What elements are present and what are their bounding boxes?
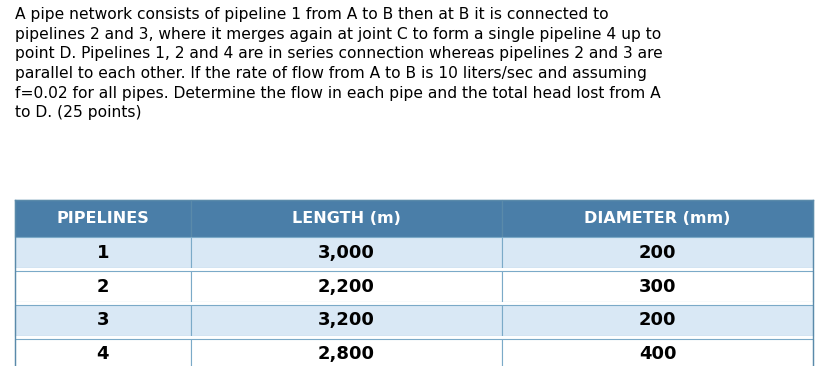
Text: 2: 2 bbox=[96, 277, 109, 296]
FancyBboxPatch shape bbox=[190, 271, 501, 302]
Text: 200: 200 bbox=[638, 311, 676, 329]
Text: 2,200: 2,200 bbox=[318, 277, 374, 296]
FancyBboxPatch shape bbox=[501, 302, 812, 305]
FancyBboxPatch shape bbox=[15, 271, 190, 302]
FancyBboxPatch shape bbox=[15, 200, 190, 237]
FancyBboxPatch shape bbox=[501, 305, 812, 336]
FancyBboxPatch shape bbox=[501, 271, 812, 302]
FancyBboxPatch shape bbox=[501, 200, 812, 237]
Text: LENGTH (m): LENGTH (m) bbox=[291, 211, 400, 226]
FancyBboxPatch shape bbox=[190, 237, 501, 268]
Text: 3,200: 3,200 bbox=[318, 311, 374, 329]
FancyBboxPatch shape bbox=[15, 336, 190, 339]
FancyBboxPatch shape bbox=[15, 237, 190, 268]
FancyBboxPatch shape bbox=[501, 336, 812, 339]
Text: PIPELINES: PIPELINES bbox=[56, 211, 149, 226]
Text: 3: 3 bbox=[96, 311, 109, 329]
Text: A pipe network consists of pipeline 1 from A to B then at B it is connected to
p: A pipe network consists of pipeline 1 fr… bbox=[15, 7, 662, 120]
Text: 300: 300 bbox=[638, 277, 676, 296]
FancyBboxPatch shape bbox=[15, 339, 190, 366]
FancyBboxPatch shape bbox=[501, 268, 812, 271]
Text: DIAMETER (mm): DIAMETER (mm) bbox=[584, 211, 729, 226]
Text: 4: 4 bbox=[96, 345, 109, 363]
FancyBboxPatch shape bbox=[190, 336, 501, 339]
FancyBboxPatch shape bbox=[190, 302, 501, 305]
Text: 200: 200 bbox=[638, 244, 676, 262]
FancyBboxPatch shape bbox=[501, 237, 812, 268]
Text: 400: 400 bbox=[638, 345, 676, 363]
FancyBboxPatch shape bbox=[15, 302, 190, 305]
FancyBboxPatch shape bbox=[15, 305, 190, 336]
FancyBboxPatch shape bbox=[190, 305, 501, 336]
Text: 2,800: 2,800 bbox=[318, 345, 374, 363]
FancyBboxPatch shape bbox=[190, 339, 501, 366]
Text: 1: 1 bbox=[96, 244, 109, 262]
FancyBboxPatch shape bbox=[190, 200, 501, 237]
FancyBboxPatch shape bbox=[501, 339, 812, 366]
Text: 3,000: 3,000 bbox=[318, 244, 374, 262]
FancyBboxPatch shape bbox=[15, 268, 190, 271]
FancyBboxPatch shape bbox=[190, 268, 501, 271]
